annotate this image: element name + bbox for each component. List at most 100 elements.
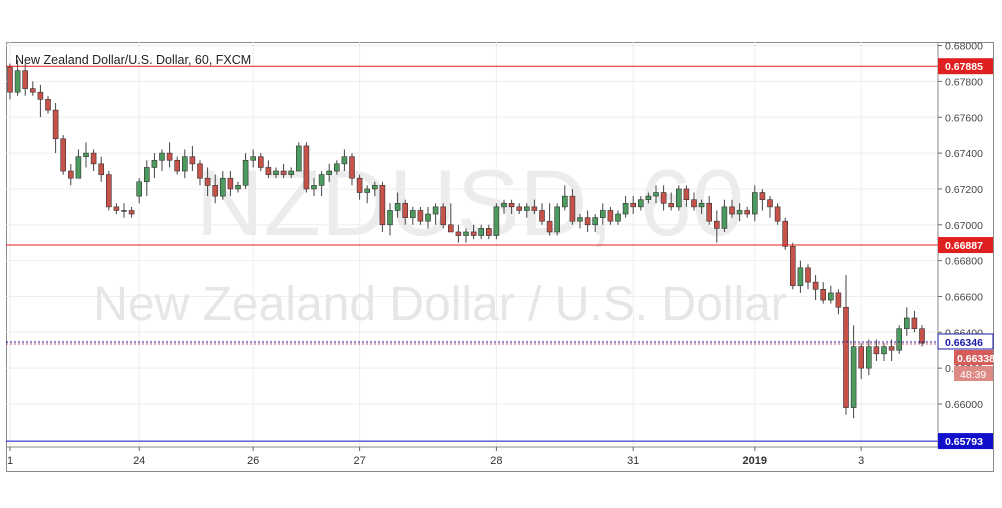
candle-body — [599, 210, 606, 218]
candle-body — [257, 156, 264, 168]
candle-body — [75, 156, 82, 179]
level-label-bg — [938, 433, 993, 450]
candle-body — [706, 202, 713, 222]
candle-body — [394, 202, 401, 211]
watermark-symbol: NZDUSD, 60 — [196, 150, 744, 255]
level-label: 0.66887 — [945, 240, 983, 252]
bar-countdown: 48:39 — [960, 369, 986, 381]
candle-body — [52, 109, 59, 140]
price-tick-label: 0.67600 — [945, 112, 983, 124]
watermark-name: New Zealand Dollar / U.S. Dollar — [93, 278, 787, 331]
time-tick-label: 1 — [7, 455, 13, 467]
candle-body — [98, 163, 104, 175]
candle-body — [577, 217, 583, 222]
candle-body — [645, 195, 652, 200]
time-tick-label: 2019 — [743, 455, 767, 467]
candle-body — [29, 88, 36, 93]
price-tick-label: 0.66000 — [945, 399, 983, 411]
candle-body — [569, 195, 576, 222]
candle-body — [637, 199, 644, 208]
price-tick-label: 0.67000 — [945, 220, 983, 232]
time-tick-label: 24 — [133, 455, 145, 467]
candle-body — [387, 210, 393, 226]
candle-body — [83, 152, 89, 157]
horizontal-levels[interactable] — [6, 65, 938, 442]
candle-body — [736, 210, 743, 215]
candle-body — [159, 152, 165, 161]
candle-body — [182, 156, 188, 172]
candle-body — [265, 167, 272, 175]
level-label: 0.67885 — [945, 61, 983, 73]
candle-body — [501, 202, 507, 208]
time-axis[interactable]: 1 24 26 27 28 31 2019 3 — [7, 447, 864, 467]
candle-body — [113, 206, 120, 211]
candle-body — [151, 159, 158, 168]
candle-body — [820, 289, 827, 301]
candle-body — [295, 145, 302, 172]
candle-body — [812, 281, 819, 290]
bid-label-bg — [937, 333, 994, 350]
candle-body — [318, 174, 325, 186]
chart-title: New Zealand Dollar/U.S. Dollar, 60, FXCM — [15, 53, 252, 67]
candle-body — [843, 306, 849, 408]
candle-body — [888, 346, 895, 351]
candle-body — [22, 70, 29, 89]
candle-body — [782, 220, 789, 247]
candle-body — [197, 163, 203, 179]
candle-body — [516, 206, 523, 211]
candle-body — [174, 159, 180, 172]
candle-body — [409, 210, 416, 218]
candle-body — [858, 346, 865, 369]
candle-body — [379, 185, 386, 226]
candle-body — [7, 66, 13, 93]
price-tick-label: 0.66800 — [945, 256, 983, 268]
candle-body — [463, 231, 469, 236]
candle-body — [68, 170, 74, 179]
candle-body — [767, 199, 773, 208]
candle-body — [683, 188, 690, 200]
candle-body — [903, 317, 910, 330]
candle-body — [675, 188, 682, 208]
candle-body — [455, 231, 462, 236]
candle-body — [615, 213, 621, 222]
time-tick-label: 28 — [490, 455, 502, 467]
candle-body — [729, 206, 735, 215]
candle-body — [220, 177, 226, 197]
candle-body — [698, 202, 705, 208]
candle-body — [349, 156, 355, 179]
candle-body — [341, 156, 348, 165]
candle-body — [592, 217, 599, 226]
candle-body — [744, 210, 751, 215]
candle-body — [630, 202, 637, 208]
candle-body — [789, 245, 796, 287]
candle-body — [493, 206, 500, 236]
bid-price-label: 0.66346 — [945, 337, 983, 349]
time-tick-label: 3 — [858, 455, 864, 467]
chart-frame — [6, 42, 994, 472]
candle-body — [850, 346, 857, 408]
candle-body — [478, 228, 485, 236]
candle-body — [691, 199, 697, 208]
candles — [7, 59, 925, 419]
candle-body — [584, 217, 591, 226]
candle-body — [371, 185, 378, 190]
candle-body — [432, 206, 439, 215]
time-tick-label: 26 — [247, 455, 259, 467]
candle-body — [364, 188, 371, 193]
candle-body — [189, 156, 196, 165]
candle-body — [121, 210, 127, 212]
candle-body — [425, 213, 431, 222]
last-price-label-bg — [954, 349, 993, 365]
candle-body — [227, 177, 234, 190]
candle-body — [508, 202, 515, 208]
candle-body — [896, 328, 903, 351]
candle-body — [805, 267, 811, 283]
candle-body — [45, 99, 51, 111]
price-tick-label: 0.67400 — [945, 148, 983, 160]
candle-body — [873, 346, 880, 355]
level-label-bg — [938, 58, 993, 75]
candle-body — [303, 145, 310, 190]
candle-body — [402, 202, 409, 218]
candle-body — [660, 192, 667, 204]
